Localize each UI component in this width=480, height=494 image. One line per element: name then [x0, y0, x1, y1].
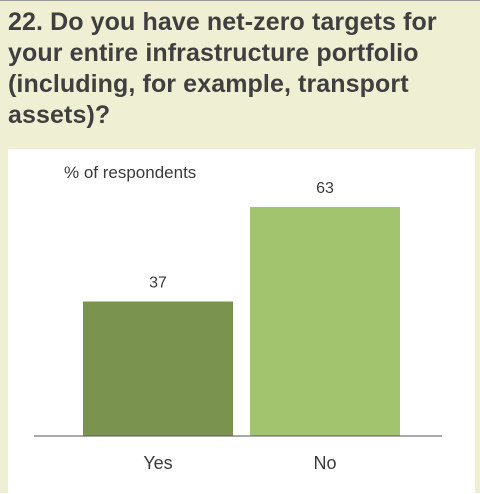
bar-chart: 37 Yes 63 No	[34, 180, 442, 473]
bar-no	[250, 207, 400, 436]
x-tick-label-yes: Yes	[143, 453, 172, 473]
chart-area: % of respondents 37 Yes 63 No	[8, 149, 475, 494]
data-label-no: 63	[316, 180, 334, 197]
x-tick-label-no: No	[313, 453, 336, 473]
chart-title: 22. Do you have net-zero targets for you…	[8, 8, 437, 129]
data-label-yes: 37	[149, 275, 167, 292]
y-axis-label: % of respondents	[64, 163, 197, 182]
bar-yes	[83, 301, 233, 436]
